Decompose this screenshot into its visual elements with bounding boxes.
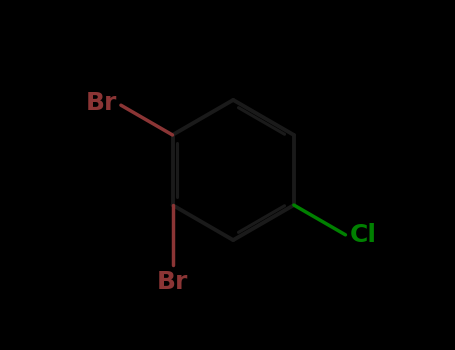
Text: Br: Br: [86, 91, 117, 114]
Text: Cl: Cl: [349, 223, 376, 247]
Text: Br: Br: [157, 270, 188, 294]
